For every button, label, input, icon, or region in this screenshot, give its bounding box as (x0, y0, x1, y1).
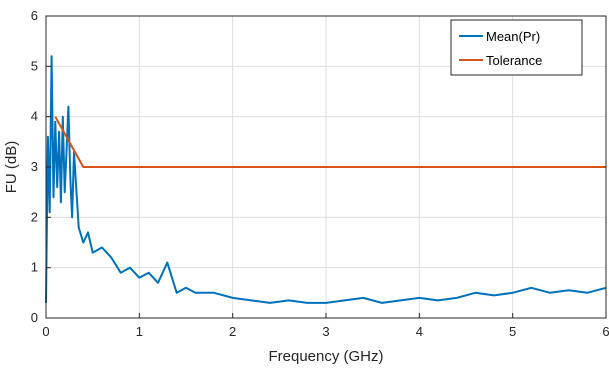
y-tick-label: 2 (31, 209, 38, 224)
y-tick-label: 4 (31, 109, 38, 124)
y-tick-label: 0 (31, 310, 38, 325)
x-axis-label: Frequency (GHz) (268, 348, 383, 365)
legend-label: Tolerance (486, 53, 542, 68)
y-axis-label: FU (dB) (3, 141, 20, 194)
series-line-mean-pr (45, 55, 607, 304)
y-tick-label: 6 (31, 8, 38, 23)
y-tick-label: 3 (31, 159, 38, 174)
x-tick-label: 3 (322, 324, 329, 339)
y-tick-label: 5 (31, 58, 38, 73)
series-line-tolerance (54, 116, 606, 168)
x-tick-label: 6 (602, 324, 609, 339)
legend-label: Mean(Pr) (486, 29, 540, 44)
series-layer (45, 55, 607, 304)
x-tick-label: 1 (136, 324, 143, 339)
ticks: 0 1 2 3 4 5 6 0 1 2 3 4 5 6 (31, 8, 609, 339)
x-tick-label: 4 (416, 324, 423, 339)
legend: Mean(Pr) Tolerance (450, 19, 583, 76)
x-tick-label: 2 (229, 324, 236, 339)
x-tick-label: 0 (42, 324, 49, 339)
legend-box (450, 19, 583, 76)
x-tick-label: 5 (509, 324, 516, 339)
y-tick-label: 1 (31, 260, 38, 275)
